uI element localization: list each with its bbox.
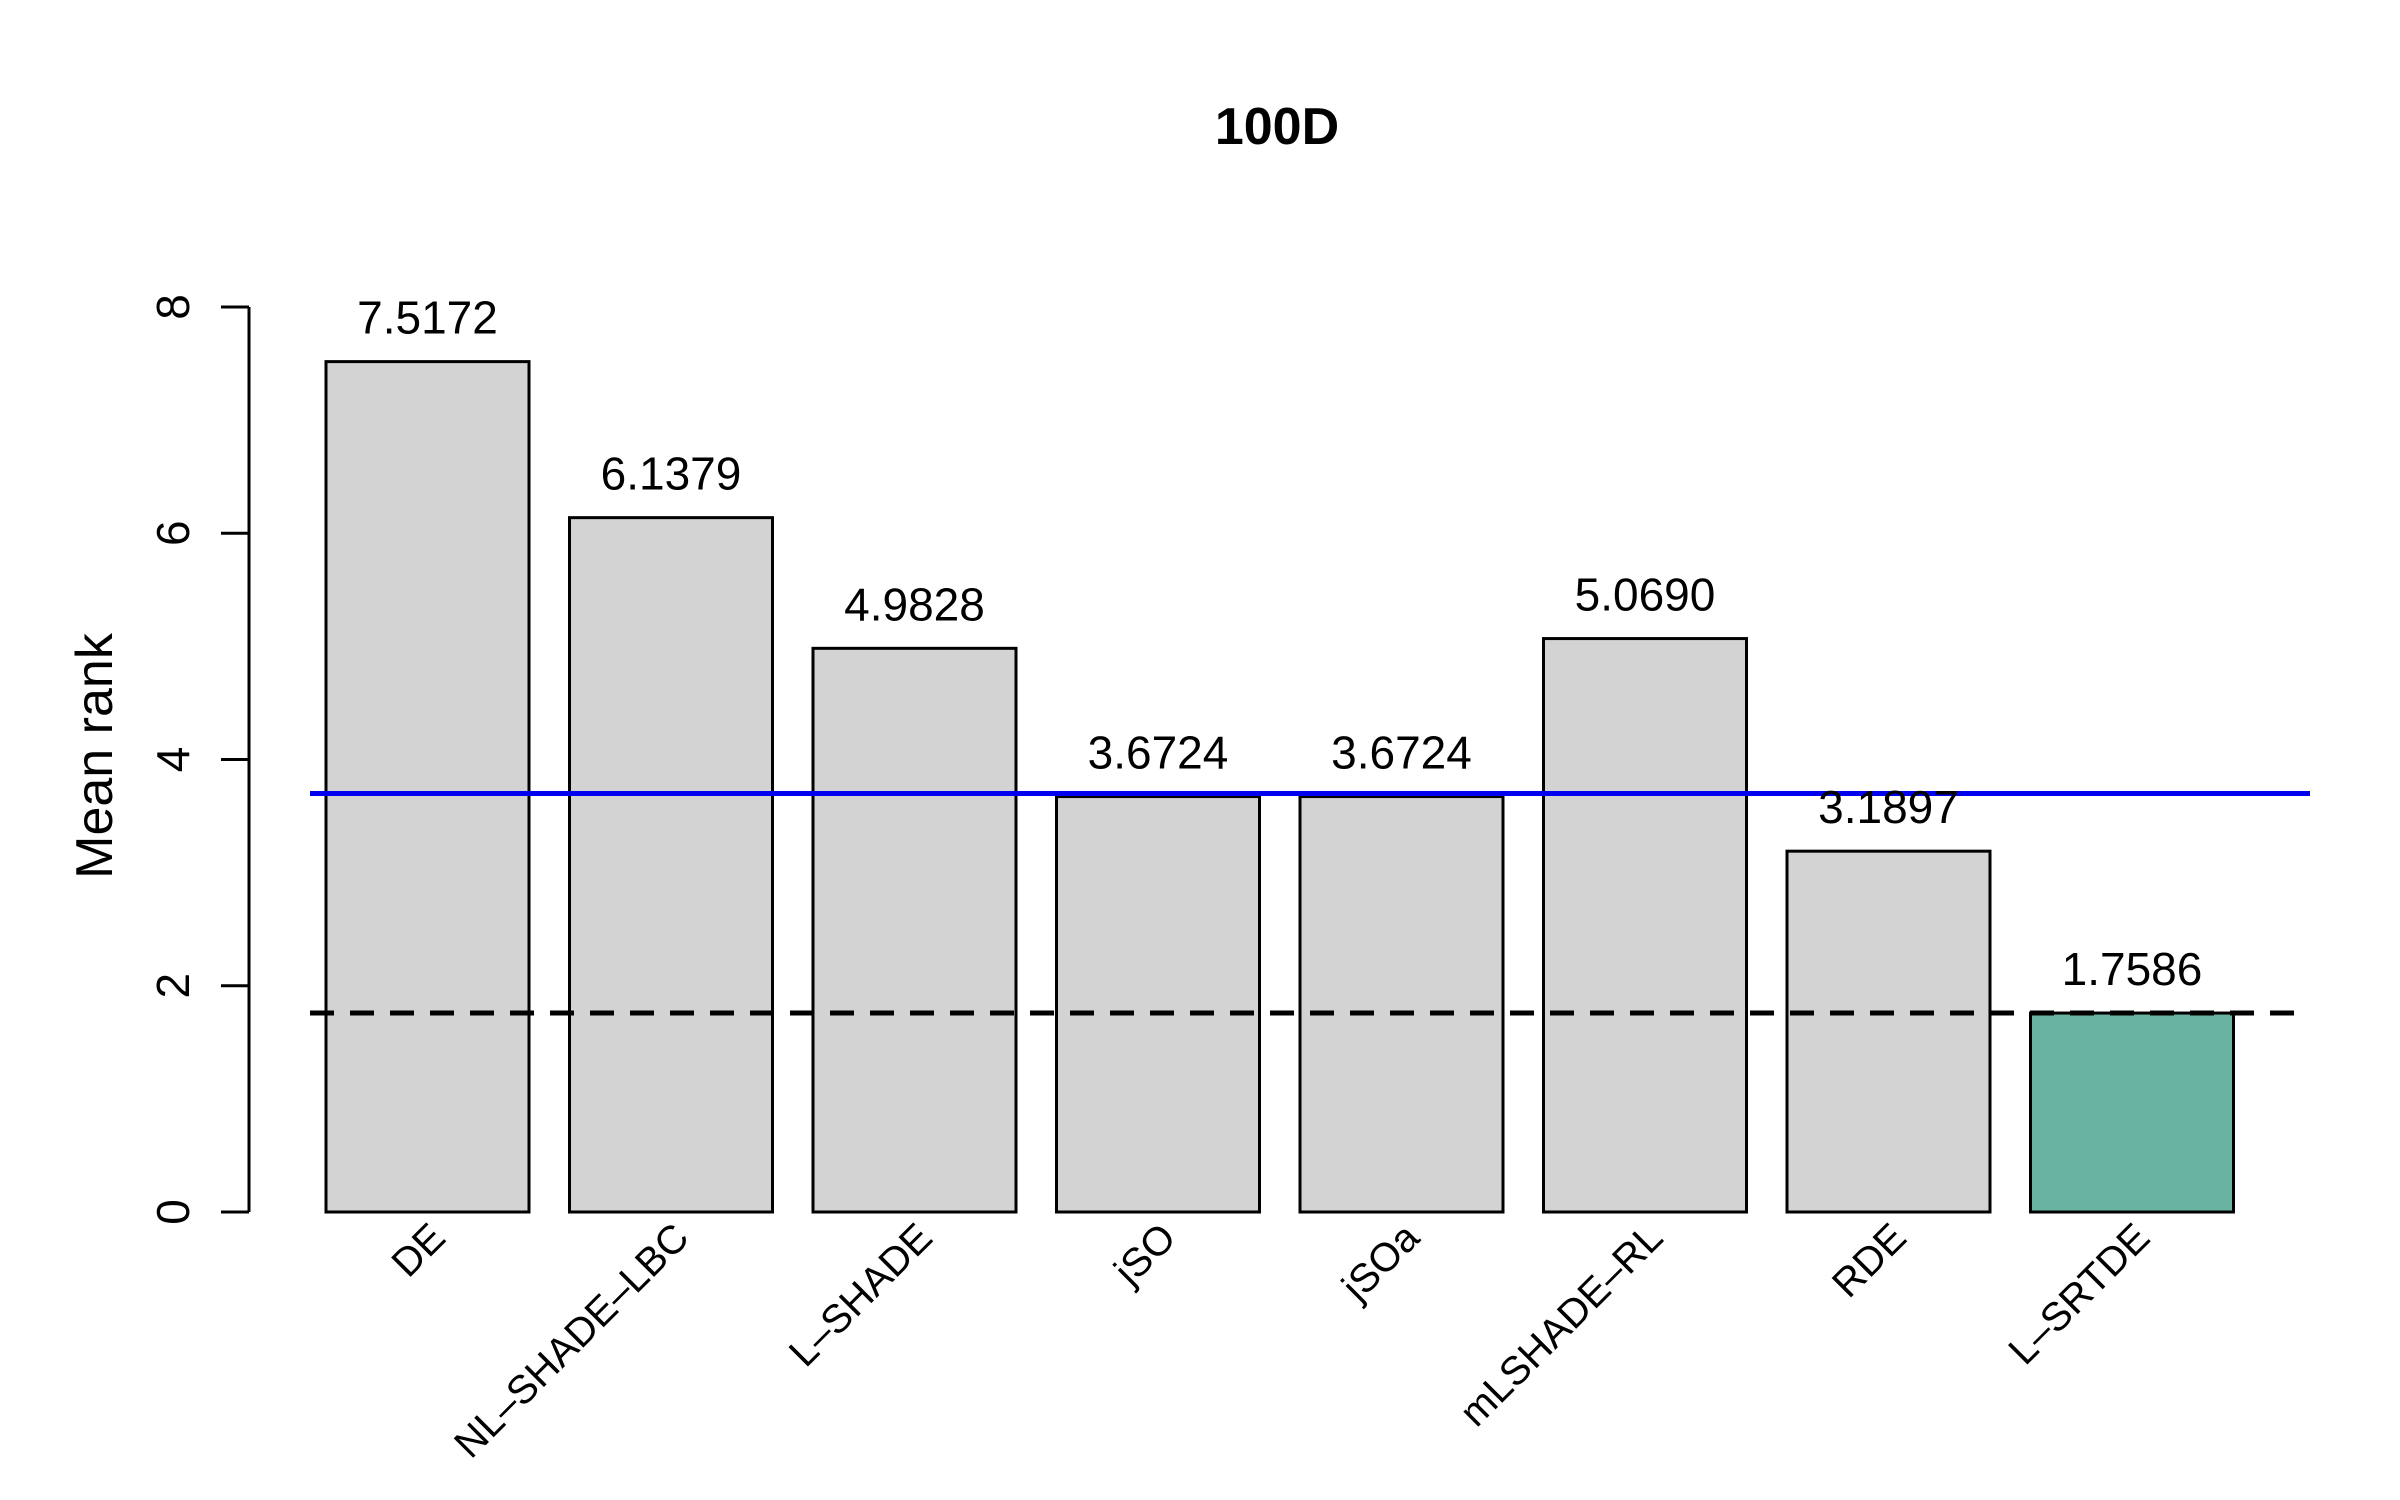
- bar-value-label: 3.6724: [1088, 727, 1229, 779]
- category-label: L–SHADE: [781, 1215, 941, 1375]
- bar-value-label: 3.1897: [1818, 781, 1959, 833]
- category-label: L–SRTDE: [2000, 1215, 2158, 1373]
- bar-value-label: 3.6724: [1331, 727, 1472, 779]
- chart-title: 100D: [1215, 98, 1339, 156]
- y-axis: 0 2 4 6 8: [147, 294, 251, 1225]
- category-label: RDE: [1824, 1215, 1915, 1306]
- value-labels: 7.5172 6.1379 4.9828 3.6724 3.6724 5.0690 3.18…: [357, 292, 2202, 995]
- bar: [1542, 637, 1748, 1214]
- reference-lines: [310, 790, 2310, 1016]
- category-label: NL–SHADE–LBC: [446, 1215, 697, 1466]
- bar: [811, 646, 1018, 1214]
- y-tick-label: 8: [147, 294, 199, 320]
- category-label: mLSHADE–RL: [1452, 1215, 1672, 1435]
- bar-value-label: 4.9828: [844, 578, 985, 630]
- bar: [2029, 1011, 2235, 1214]
- bar: [1298, 795, 1505, 1214]
- y-axis-title: Mean rank: [66, 632, 124, 879]
- y-tick-label: 2: [147, 973, 199, 999]
- y-tick-label: 6: [147, 520, 199, 546]
- bar: [324, 360, 531, 1214]
- bar: [1055, 795, 1261, 1214]
- bar: [1785, 849, 1992, 1214]
- category-label: jSOa: [1333, 1215, 1428, 1310]
- bar: [568, 516, 774, 1214]
- category-label: DE: [383, 1215, 453, 1285]
- y-tick-label: 4: [147, 747, 199, 773]
- bar-value-label: 6.1379: [601, 448, 742, 500]
- bar-value-label: 7.5172: [357, 292, 498, 344]
- bars: [324, 360, 2235, 1214]
- bar-value-label: 1.7586: [2062, 943, 2203, 995]
- bar-value-label: 5.0690: [1575, 569, 1716, 621]
- y-tick-label: 0: [147, 1199, 199, 1225]
- category-label: jSO: [1105, 1215, 1184, 1294]
